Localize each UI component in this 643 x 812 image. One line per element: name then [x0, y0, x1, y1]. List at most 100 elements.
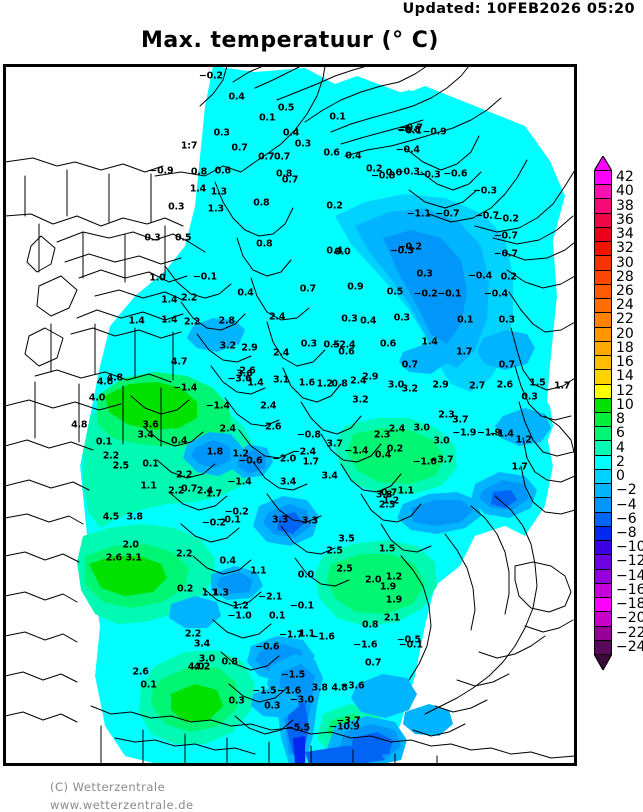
temperature-value-label: −1.6 [412, 455, 437, 467]
temperature-value-label: 2.6 [239, 365, 256, 377]
temperature-value-label: 0.1 [259, 111, 276, 123]
temperature-value-label: 0.7 [365, 656, 382, 668]
temperature-value-label: 1.9 [379, 581, 397, 593]
temperature-value-label: 2.4 [260, 400, 277, 412]
temperature-value-label: 0.3 [294, 137, 311, 149]
temperature-value-label: 0.6 [323, 146, 340, 158]
temperature-value-label: 3.6 [142, 419, 159, 431]
temperature-value-label: 2.0 [365, 574, 382, 586]
colorbar-cell [595, 626, 611, 641]
temperature-value-label: 1.2 [385, 571, 403, 583]
temperature-value-label: 0.4 [282, 126, 300, 138]
temperature-value-label: 2.0 [122, 539, 139, 551]
temperature-value-label: 0.7 [231, 141, 248, 153]
colorbar-cell [595, 213, 611, 228]
temperature-value-label: 3.4 [137, 429, 154, 441]
colorbar-cell [595, 242, 611, 257]
colorbar-tick-label: 40 [616, 183, 634, 200]
temperature-value-label: 0.4 [360, 314, 377, 326]
colorbar-tick-label: 0 [616, 468, 625, 485]
temperature-value-label: 1.2 [382, 494, 400, 506]
temperature-value-label: −0.7 [493, 230, 518, 242]
colorbar-tick-label: −16 [616, 581, 643, 598]
temperature-value-label: 3.8 [311, 682, 328, 694]
temperature-value-label: −0.1 [192, 271, 217, 283]
temperature-value-label: 3.0 [433, 435, 450, 447]
temperature-value-label: 0.3 [521, 391, 538, 403]
colorbar-cell [595, 384, 611, 399]
colorbar-tick-label: 4 [616, 439, 625, 456]
temperature-value-label: 0.1 [142, 457, 159, 469]
temperature-value-label: 2.6 [496, 379, 513, 391]
temperature-value-label: 0.5 [277, 102, 295, 113]
temperature-value-label: 0.7 [180, 482, 198, 494]
temperature-value-label: −1.1 [406, 208, 431, 220]
temperature-value-label: −0.3 [395, 166, 420, 178]
temperature-value-label: −3.6 [227, 373, 252, 385]
temperature-value-label: 2.2 [168, 484, 185, 496]
colorbar-cell [595, 612, 611, 627]
temperature-value-label: 0.6 [214, 165, 231, 177]
temperature-value-label: 0.5 [323, 339, 340, 351]
temperature-value-label: 0.4 [326, 245, 343, 257]
temperature-value-label: −0.1 [398, 638, 423, 650]
temperature-value-label: −0.6 [238, 455, 263, 466]
temperature-value-label: −0.7 [493, 248, 518, 260]
temperature-value-label: 0.3 [228, 695, 245, 707]
colorbar-cell [595, 455, 611, 470]
colorbar-tick-label: 24 [616, 297, 634, 314]
temperature-value-label: −0.4 [395, 143, 420, 155]
attribution-footer: (C) Wetterzentrale www.wetterzentrale.de [50, 778, 194, 812]
temperature-value-label: 1.1 [397, 484, 414, 496]
temperature-value-label: −3.0 [289, 694, 314, 706]
temperature-value-label: 0.1 [140, 679, 157, 691]
temperature-value-label: 2.8 [218, 314, 235, 326]
temperature-value-label: 1.1 [250, 565, 267, 577]
temperature-value-label: 2.3 [438, 409, 455, 421]
temperature-value-label: −1.9 [452, 427, 477, 439]
temperature-value-label: 3.3 [271, 514, 289, 526]
colorbar-tick-label: 8 [616, 411, 625, 428]
colorbar-cell [595, 256, 611, 271]
colorbar-cell [595, 284, 611, 300]
colorbar-cell [595, 512, 611, 527]
temperature-value-label: 2.3 [378, 498, 396, 510]
colorbar-cell [595, 555, 611, 570]
temperature-value-label: 4.0 [88, 392, 106, 404]
temperature-value-label: −2.4 [331, 339, 356, 351]
temperature-value-label: 0.8 [362, 619, 379, 631]
colorbar-bottom-arrow [592, 653, 614, 672]
temperature-value-label: 0.7 [498, 359, 515, 371]
temperature-value-label: 1.4 [421, 336, 438, 348]
temperature-value-label: 1.3 [212, 587, 229, 599]
temperature-value-label: 3.2 [401, 383, 418, 395]
temperature-value-label: 2.4 [219, 423, 236, 435]
colorbar-cell [595, 313, 611, 328]
temperature-value-label: −0.1 [397, 124, 422, 136]
temperature-value-label: 0.7 [273, 151, 291, 163]
temperature-value-label: −1.0 [227, 610, 252, 622]
temperature-value-label: 1.7 [302, 455, 319, 467]
colorbar-cell [595, 569, 611, 584]
colorbar-tick-label: −8 [616, 525, 637, 541]
temperature-value-label: 0.0 [385, 167, 403, 179]
temperature-value-label: 1.7 [554, 380, 571, 392]
temperature-value-label: −0.6 [255, 640, 280, 652]
temperature-value-label: 0.3 [416, 268, 433, 280]
colorbar-tick-label: 6 [616, 425, 625, 442]
temperature-value-label: 0.3 [213, 126, 230, 138]
temperature-value-label: −0.1 [437, 287, 462, 299]
temperature-value-label: 0.6 [338, 346, 355, 358]
temperature-value-label: 0.8 [253, 197, 270, 209]
temperature-value-label: 3.4 [193, 637, 211, 649]
temperature-value-label: 1.5 [529, 377, 546, 389]
temperature-value-label: 2.3 [373, 429, 391, 441]
colorbar-tick-label: −4 [616, 496, 637, 513]
colorbar-tick-label: 2 [616, 453, 625, 470]
colorbar-tick-label: −14 [616, 567, 643, 584]
website-text: www.wetterzentrale.de [50, 798, 194, 812]
colorbar-tick-label: −24 [616, 638, 643, 655]
temperature-value-label: −3.6 [340, 680, 365, 692]
temperature-value-label: 4.8 [331, 682, 348, 694]
